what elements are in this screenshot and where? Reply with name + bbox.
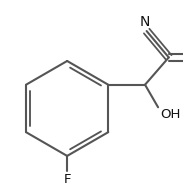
Text: N: N [140,15,150,29]
Text: F: F [63,173,71,186]
Text: OH: OH [160,108,180,122]
